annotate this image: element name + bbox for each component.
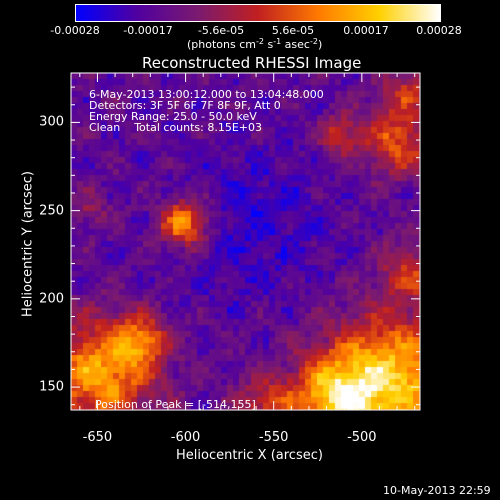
plot-area: 6-May-2013 13:00:12.000 to 13:04:48.000 … [70,72,421,411]
timestamp: 10-May-2013 22:59 [383,484,491,497]
x-tick-label: -600 [170,430,201,445]
y-tick-label: 200 [39,291,64,307]
x-axis-label: Heliocentric X (arcsec) [176,448,323,463]
annotation-detectors: Detectors: 3F 5F 6F 7F 8F 9F, Att 0 [89,99,281,112]
y-tick-label: 250 [39,203,64,219]
y-tick-label: 300 [39,114,64,130]
colorbar-unit-label: (photons cm-2 s-1 asec-2) [187,37,323,52]
annotation-energy-range: Energy Range: 25.0 - 50.0 keV [89,110,257,123]
colorbar [75,4,441,22]
annotation-clean-counts: Clean Total counts: 8.15E+03 [89,121,263,134]
colorbar-gradient [76,5,440,21]
heatmap-image [71,73,420,410]
colorbar-tick-4: 5.6e-05 [271,24,315,37]
colorbar-tick-1: -0.00028 [50,24,100,37]
y-tick-label: 150 [39,379,64,395]
colorbar-tick-2: -0.00017 [123,24,173,37]
annotation-peak-position: Position of Peak = [-514,155] [95,398,256,411]
colorbar-tick-6: 0.00028 [416,24,462,37]
x-tick-label: -550 [258,430,289,445]
chart-title: Reconstructed RHESSI Image [142,54,362,72]
plot-axes [70,72,421,411]
colorbar-tick-3: -5.6e-05 [197,24,245,37]
x-tick-label: -500 [347,430,377,445]
y-axis-label: Heliocentric Y (arcsec) [20,171,36,317]
annotation-time-range: 6-May-2013 13:00:12.000 to 13:04:48.000 [89,88,324,101]
plot-frame [70,72,421,411]
x-tick-label: -650 [82,430,113,445]
colorbar-tick-5: 0.00017 [343,24,389,37]
